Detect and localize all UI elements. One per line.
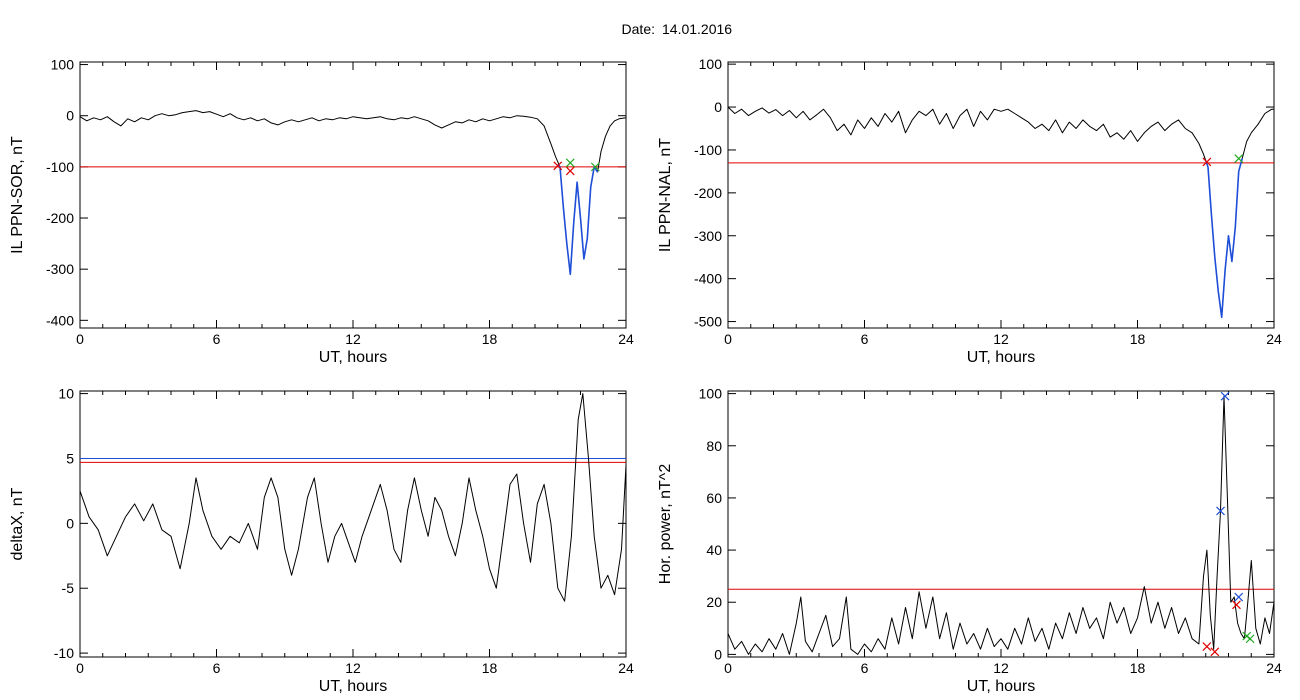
x-tick-label: 0	[724, 331, 732, 347]
figure-date-label: Date:	[622, 21, 655, 37]
series-line	[79, 393, 627, 602]
y-axis-label: IL PPN-SOR, nT	[9, 136, 26, 254]
y-tick-label: -5	[62, 580, 75, 596]
x-tick-label: 18	[1130, 660, 1146, 676]
y-axis-label: IL PPN-NAL, nT	[657, 138, 674, 252]
y-tick-label: 100	[51, 57, 75, 73]
panel-il-nal: 0 6 12 18 24 100 0 -100 -200 -300 -400 -500 UT, hour…	[657, 56, 1282, 366]
data-marker	[1245, 634, 1255, 644]
data-marker	[1234, 592, 1244, 602]
x-axis-label: UT, hours	[319, 349, 387, 366]
series-line	[727, 106, 1274, 318]
y-tick-label: 10	[58, 386, 74, 402]
plot-frame	[79, 61, 627, 329]
x-tick-label: 6	[861, 660, 869, 676]
panel-deltax: 0 6 12 18 24 10 5 0 -5 -10 UT, hours deltaX, nT	[9, 386, 634, 695]
figure-date-value: 14.01.2016	[662, 21, 732, 37]
x-tick-label: 18	[482, 660, 498, 676]
data-marker	[1216, 506, 1225, 516]
series-line	[1205, 158, 1243, 319]
y-tick-label: 80	[706, 438, 722, 454]
y-tick-label: -200	[694, 185, 722, 201]
y-tick-label: -10	[54, 645, 74, 661]
data-marker	[565, 166, 575, 176]
x-tick-label: 12	[993, 660, 1009, 676]
data-marker	[1202, 642, 1212, 651]
x-tick-label: 6	[213, 660, 221, 676]
y-tick-label: 40	[706, 542, 722, 558]
y-tick-label: 20	[706, 594, 722, 610]
series-line	[557, 163, 599, 276]
x-tick-label: 12	[345, 331, 361, 347]
x-tick-label: 6	[861, 331, 869, 347]
x-tick-label: 24	[1266, 331, 1282, 347]
x-axis-label: UT, hours	[319, 678, 387, 695]
y-tick-label: 100	[699, 386, 723, 402]
y-tick-label: -300	[694, 228, 722, 244]
y-tick-label: 100	[699, 56, 723, 72]
y-tick-label: 60	[706, 490, 722, 506]
plot-frame	[79, 390, 627, 658]
panel-hor-power: 0 6 12 18 24 100 80 60 40 20 0 UT, hours Hor. power,…	[657, 386, 1282, 695]
x-axis-label: UT, hours	[967, 349, 1035, 366]
y-tick-label: 0	[714, 99, 722, 115]
x-tick-label: 18	[482, 331, 498, 347]
data-marker	[1220, 391, 1230, 401]
y-tick-label: 5	[66, 450, 74, 466]
data-marker	[1234, 154, 1244, 163]
x-tick-label: 0	[76, 331, 84, 347]
y-tick-label: -400	[694, 271, 722, 287]
x-axis-label: UT, hours	[967, 678, 1035, 695]
y-tick-label: -300	[46, 261, 74, 277]
x-tick-label: 6	[213, 331, 221, 347]
x-tick-label: 12	[993, 331, 1009, 347]
plot-frame	[727, 61, 1275, 329]
y-axis-label: Hor. power, nT^2	[657, 464, 674, 585]
x-tick-label: 24	[618, 331, 634, 347]
y-tick-label: -200	[46, 210, 74, 226]
y-tick-label: -400	[46, 312, 74, 328]
y-tick-label: -100	[46, 159, 74, 175]
x-tick-label: 0	[76, 660, 84, 676]
data-marker	[565, 158, 575, 168]
plot-frame	[727, 390, 1275, 658]
y-tick-label: 0	[66, 515, 74, 531]
y-tick-label: 0	[714, 646, 722, 662]
x-tick-label: 18	[1130, 331, 1146, 347]
x-tick-label: 24	[618, 660, 634, 676]
data-marker	[1232, 600, 1241, 610]
x-tick-label: 0	[724, 660, 732, 676]
x-tick-label: 24	[1266, 660, 1282, 676]
data-marker	[1202, 157, 1212, 167]
data-marker	[590, 162, 600, 172]
data-marker	[1210, 647, 1220, 657]
data-marker	[553, 161, 563, 171]
y-tick-label: -500	[694, 314, 722, 330]
y-axis-label: deltaX, nT	[9, 487, 26, 560]
y-tick-label: 0	[66, 108, 74, 124]
panel-il-sor: 0 6 12 18 24 100 0 -100 -200 -300 -400 UT, hours IL …	[9, 57, 634, 366]
x-tick-label: 12	[345, 660, 361, 676]
series-line	[727, 395, 1275, 655]
series-line	[79, 110, 627, 275]
y-tick-label: -100	[694, 142, 722, 158]
